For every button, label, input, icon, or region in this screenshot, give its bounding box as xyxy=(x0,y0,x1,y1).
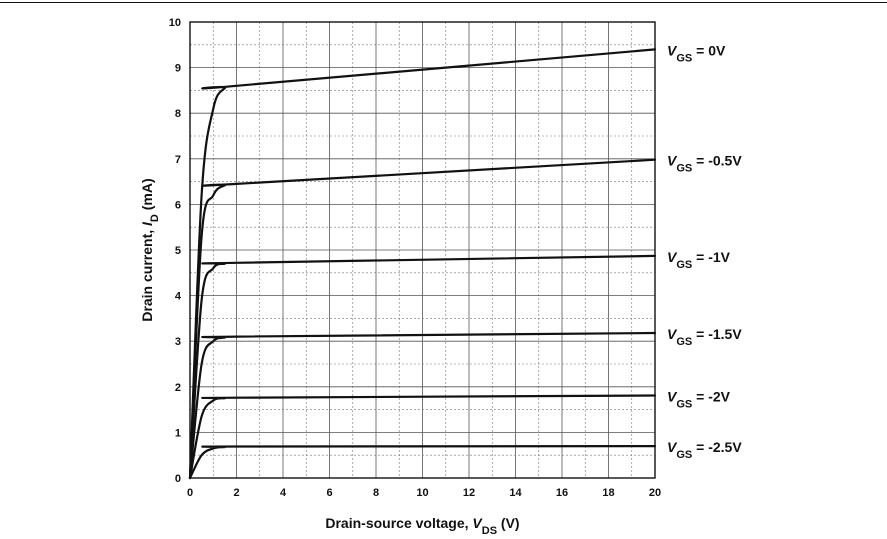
x-tick-label: 20 xyxy=(649,487,661,499)
curve-label-sub: GS xyxy=(676,52,692,64)
x-axis-title: Drain-source voltage, VDS (V) xyxy=(325,515,519,537)
curve-vgs-4 xyxy=(188,394,657,480)
x-tick-label: 10 xyxy=(416,487,428,499)
curve-label-var: V xyxy=(667,153,678,169)
x-axis-title-main: Drain-source voltage, xyxy=(325,515,472,531)
x-axis-title-unit: (V) xyxy=(497,515,520,531)
top-rule xyxy=(0,2,887,3)
y-tick-label: 0 xyxy=(175,473,181,485)
y-axis-title-sub: D xyxy=(149,214,161,222)
curve-label-value: = -2.5V xyxy=(692,439,742,455)
y-tick-label: 4 xyxy=(175,291,182,303)
x-tick-label: 0 xyxy=(187,487,193,499)
curve-label-sub: GS xyxy=(676,449,692,461)
y-axis-title-var: I xyxy=(139,221,155,226)
curve-label-sub: GS xyxy=(676,398,692,410)
x-axis-title-sub: DS xyxy=(482,525,497,537)
curve-label-value: = -1.5V xyxy=(692,326,742,342)
curve-label-var: V xyxy=(667,439,678,455)
curve-label-var: V xyxy=(667,388,678,404)
x-tick-label: 14 xyxy=(509,487,522,499)
y-tick-label: 9 xyxy=(175,63,181,75)
curve-label-value: = 0V xyxy=(692,42,726,58)
x-tick-label: 18 xyxy=(602,487,614,499)
curve-label: VGS = -2.5V xyxy=(667,439,742,461)
plot-frame xyxy=(189,21,656,479)
curve-label: VGS = 0V xyxy=(667,42,726,64)
grid xyxy=(189,21,656,479)
curve-label: VGS = -2V xyxy=(667,388,731,410)
x-tick-label: 6 xyxy=(326,487,332,499)
curve-label-sub: GS xyxy=(676,163,692,175)
x-tick-label: 16 xyxy=(556,487,568,499)
y-axis-title: Drain current, ID (mA) xyxy=(139,178,161,321)
curve-label-var: V xyxy=(667,326,678,342)
curves xyxy=(188,48,657,480)
y-tick-label: 7 xyxy=(175,154,181,166)
curve-label: VGS = -1.5V xyxy=(667,326,742,348)
curve-vgs-1 xyxy=(188,158,657,480)
curve-vgs-5 xyxy=(188,445,657,480)
x-tick-label: 4 xyxy=(280,487,287,499)
curve-label-value: = -0.5V xyxy=(692,153,742,169)
y-tick-label: 2 xyxy=(175,382,181,394)
curve-label-var: V xyxy=(667,249,678,265)
y-tick-labels: 0 1 2 3 4 5 6 7 8 9 10 xyxy=(169,17,182,485)
curve-label: VGS = -1V xyxy=(667,249,731,271)
x-tick-labels: 0 2 4 6 8 10 12 14 16 18 20 xyxy=(187,487,661,499)
curve-vgs-3 xyxy=(188,331,657,480)
x-tick-label: 8 xyxy=(373,487,379,499)
y-tick-label: 8 xyxy=(175,108,181,120)
curve-label-value: = -1V xyxy=(692,249,730,265)
y-tick-label: 1 xyxy=(175,427,181,439)
y-tick-label: 5 xyxy=(175,245,181,257)
curve-label-sub: GS xyxy=(676,336,692,348)
y-tick-label: 10 xyxy=(169,17,181,29)
y-tick-label: 3 xyxy=(175,336,181,348)
y-axis-title-unit: (mA) xyxy=(139,178,155,214)
x-tick-label: 2 xyxy=(233,487,239,499)
curve-label-var: V xyxy=(667,42,678,58)
curve-vgs-2 xyxy=(188,254,657,480)
curve-label: VGS = -0.5V xyxy=(667,153,742,175)
x-tick-label: 12 xyxy=(463,487,475,499)
x-axis-title-var: V xyxy=(472,515,483,531)
curve-label-value: = -2V xyxy=(692,388,730,404)
curve-label-sub: GS xyxy=(676,259,692,271)
y-tick-label: 6 xyxy=(175,199,181,211)
y-axis-title-main: Drain current, xyxy=(139,226,155,322)
